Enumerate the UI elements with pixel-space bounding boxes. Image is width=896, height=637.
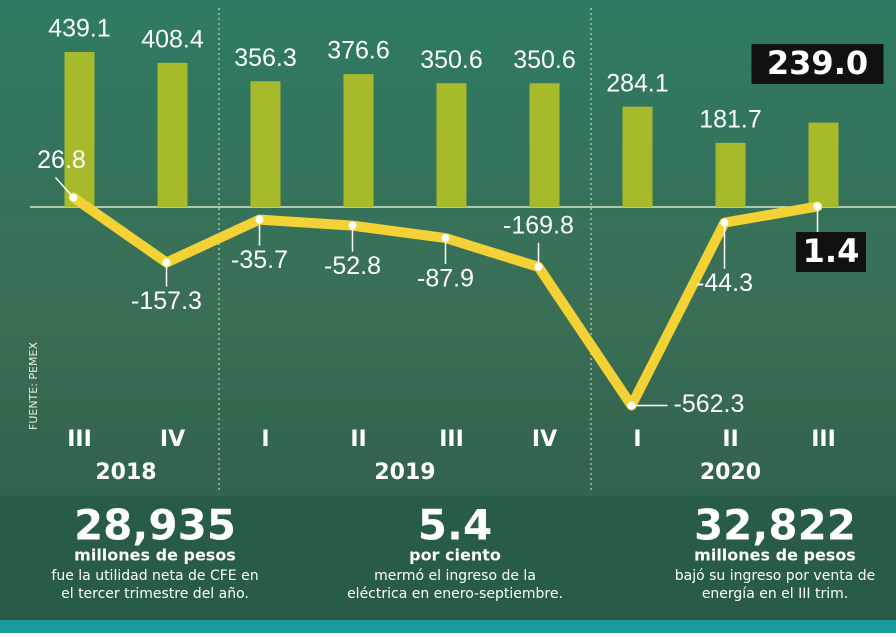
stat-unit: millones de pesos bbox=[74, 546, 236, 565]
year-label: 2019 bbox=[374, 460, 435, 485]
line-value-label: -87.9 bbox=[417, 265, 474, 293]
quarter-label: IV bbox=[160, 427, 185, 452]
stats-panel bbox=[0, 496, 896, 620]
stat-number: 5.4 bbox=[418, 501, 492, 550]
bar-value-label: 356.3 bbox=[234, 44, 297, 72]
stat-text: el tercer trimestre del año. bbox=[61, 586, 249, 602]
stat-text: bajó su ingreso por venta de bbox=[675, 568, 875, 584]
bar-value-label: 239.0 bbox=[767, 44, 868, 82]
line-value-label: 1.4 bbox=[803, 232, 860, 270]
stat-number: 28,935 bbox=[74, 501, 236, 550]
line-point bbox=[348, 221, 357, 230]
source: FUENTE: PEMEX bbox=[27, 342, 40, 430]
line-value-label: -35.7 bbox=[231, 246, 288, 274]
line-value-label: -562.3 bbox=[674, 390, 745, 418]
quarter-label: II bbox=[722, 427, 738, 452]
bar-value-label: 408.4 bbox=[141, 25, 204, 53]
line-point bbox=[720, 218, 729, 227]
line-point bbox=[162, 258, 171, 267]
line-value-label: -157.3 bbox=[131, 287, 202, 315]
bar bbox=[715, 142, 746, 207]
line-value-label: -44.3 bbox=[696, 269, 753, 297]
line-value-label: -169.8 bbox=[503, 212, 574, 240]
bar bbox=[808, 122, 839, 207]
bar bbox=[250, 81, 281, 207]
line-point bbox=[627, 401, 636, 410]
highlight-box bbox=[796, 232, 866, 272]
quarter-label: III bbox=[439, 427, 464, 452]
quarter-label: II bbox=[350, 427, 366, 452]
footer-strip bbox=[0, 620, 896, 633]
bar bbox=[436, 83, 467, 207]
stat-text: energía en el III trim. bbox=[702, 586, 848, 602]
quarter-label: I bbox=[633, 427, 641, 452]
quarter-label: III bbox=[67, 427, 92, 452]
line-point bbox=[813, 202, 822, 211]
bar bbox=[64, 52, 95, 207]
line-point bbox=[69, 193, 78, 202]
stat-text: fue la utilidad neta de CFE en bbox=[51, 568, 258, 584]
line-point bbox=[534, 262, 543, 271]
stat-unit: millones de pesos bbox=[694, 546, 856, 565]
quarter-label: III bbox=[811, 427, 836, 452]
quarter-label: IV bbox=[532, 427, 557, 452]
year-label: 2020 bbox=[700, 460, 761, 485]
stat-text: eléctrica en enero-septiembre. bbox=[347, 586, 563, 602]
bar-value-label: 284.1 bbox=[606, 69, 669, 97]
stat-unit: por ciento bbox=[409, 546, 501, 565]
line-value-label: -52.8 bbox=[324, 252, 381, 280]
leader bbox=[54, 177, 75, 199]
stat-text: mermó el ingreso de la bbox=[374, 568, 536, 584]
year-label: 2018 bbox=[95, 460, 156, 485]
bar-value-label: 350.6 bbox=[420, 46, 483, 74]
bar-value-label: 181.7 bbox=[699, 105, 762, 133]
bar-value-label: 376.6 bbox=[327, 37, 390, 65]
highlight-box bbox=[751, 44, 884, 84]
bar bbox=[622, 106, 653, 207]
bar bbox=[529, 83, 560, 207]
bar bbox=[157, 62, 188, 207]
line-value-label: 26.8 bbox=[37, 146, 86, 174]
line-point bbox=[255, 215, 264, 224]
quarter-label: I bbox=[261, 427, 269, 452]
line-point bbox=[441, 234, 450, 243]
stat-number: 32,822 bbox=[694, 501, 856, 550]
bar bbox=[343, 74, 374, 208]
bar-value-label: 350.6 bbox=[513, 46, 576, 74]
bar-value-label: 439.1 bbox=[48, 15, 111, 43]
